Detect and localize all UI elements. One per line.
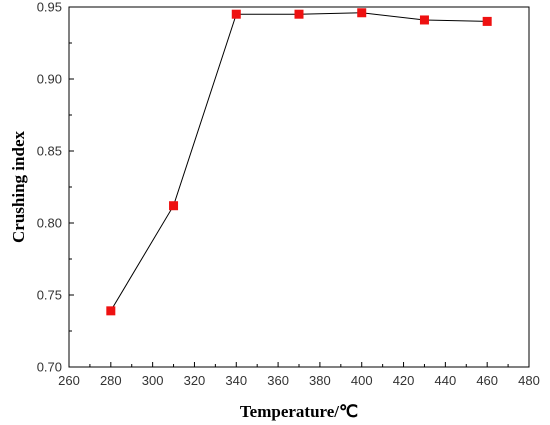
y-tick-label: 0.85 <box>37 144 62 159</box>
plot-frame <box>68 6 530 368</box>
x-tick-label: 480 <box>518 373 540 388</box>
y-axis-ticks: 0.70 0.75 0.80 0.85 0.90 0.95 <box>37 0 74 375</box>
x-tick-label: 400 <box>351 373 373 388</box>
x-tick-label: 320 <box>184 373 206 388</box>
y-tick-label: 0.90 <box>37 72 62 87</box>
y-tick-label: 0.80 <box>37 216 62 231</box>
y-axis-title: Crushing index <box>9 131 28 243</box>
x-tick-label: 300 <box>142 373 164 388</box>
data-point-marker <box>106 306 116 316</box>
x-axis-ticks: 260 280 300 320 340 360 380 400 420 440 460 480 <box>58 362 540 388</box>
series-layer <box>106 8 492 316</box>
y-tick-label: 0.70 <box>37 360 62 375</box>
x-tick-label: 460 <box>476 373 498 388</box>
x-tick-label: 280 <box>100 373 122 388</box>
series-line <box>110 12 488 312</box>
x-tick-label: 260 <box>58 373 80 388</box>
x-tick-label: 360 <box>267 373 289 388</box>
x-tick-label: 420 <box>393 373 415 388</box>
x-tick-label: 340 <box>225 373 247 388</box>
x-tick-label: 440 <box>435 373 457 388</box>
data-point-marker <box>169 201 179 211</box>
x-tick-label: 380 <box>309 373 331 388</box>
data-point-marker <box>231 9 241 19</box>
data-point-marker <box>419 15 429 25</box>
y-tick-label: 0.75 <box>37 288 62 303</box>
data-point-marker <box>482 16 492 26</box>
x-axis-title: Temperature/℃ <box>240 402 358 421</box>
data-point-marker <box>294 9 304 19</box>
y-tick-label: 0.95 <box>37 0 62 15</box>
data-point-marker <box>357 8 367 18</box>
